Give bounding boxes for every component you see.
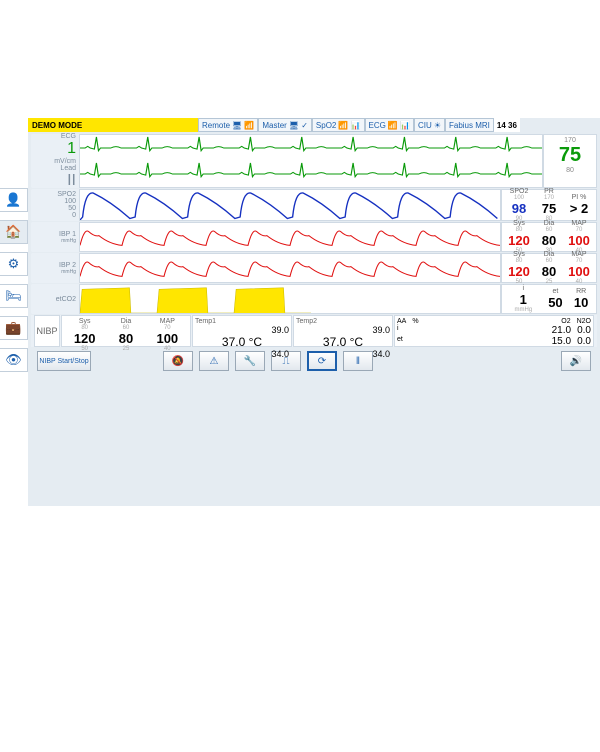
ecg-unit: mV/cm — [54, 158, 76, 165]
nav-case[interactable]: 💼 — [0, 316, 28, 340]
ibp2-map: 100 — [568, 264, 590, 279]
alarm-ack-button[interactable]: ⚠ — [199, 351, 229, 371]
gas-et-n2o: 0.0 — [577, 336, 591, 347]
top-bar: DEMO MODE Remote 🖥 📶 Master 🖥 ✓ SpO2 📶 📊… — [28, 118, 600, 132]
speaker-button[interactable]: 🔊 — [561, 351, 591, 371]
nibp-label: NIBP — [34, 315, 60, 347]
nav-settings[interactable]: ⚙ — [0, 252, 28, 276]
ibp1-label: IBP 1 — [59, 231, 76, 238]
etco2-waveform — [79, 284, 501, 314]
gas-et-o2: 15.0 — [552, 336, 571, 347]
seg-remote[interactable]: Remote 🖥 📶 — [198, 118, 258, 132]
nav-view[interactable]: 👁 — [0, 348, 28, 372]
ibp1-dia: 80 — [542, 233, 556, 248]
pr-val: 75 — [542, 201, 556, 216]
nibp-dia: 80 — [119, 331, 133, 346]
ibp2-dia: 80 — [542, 264, 556, 279]
seg-ecg[interactable]: ECG 📶 📊 — [365, 118, 415, 132]
gas-i-n2o: 0.0 — [577, 325, 591, 336]
nav-person[interactable]: 👤 — [0, 188, 28, 212]
etco2-et: 50 — [548, 295, 562, 310]
nav-bed[interactable]: 🛏 — [0, 284, 28, 308]
spo2-label: SPO2 — [57, 191, 76, 198]
ecg-waveform — [79, 134, 543, 188]
ibp2-label: IBP 2 — [59, 262, 76, 269]
config-button[interactable]: 🔧 — [235, 351, 265, 371]
ibp1-waveform — [79, 222, 501, 252]
pause-button[interactable]: ‖ — [343, 351, 373, 371]
cycle-button[interactable]: ⟳ — [307, 351, 337, 371]
seg-ciu[interactable]: CIU ☀ — [414, 118, 445, 132]
temp2-val: 37.0 °C — [323, 335, 363, 349]
ibp2-sys: 120 — [508, 264, 530, 279]
clock: 14 36 — [494, 118, 520, 132]
ecg-gain: 1 — [67, 140, 76, 158]
hr-value: 75 — [559, 144, 581, 167]
etco2-label: etCO2 — [56, 296, 76, 303]
nibp-sys: 120 — [74, 331, 96, 346]
etco2-rr: 10 — [574, 295, 588, 310]
ecg-lead-label: Lead — [60, 165, 76, 172]
demo-mode-label: DEMO MODE — [28, 118, 198, 132]
hr-hi: 170 — [564, 137, 576, 144]
seg-master[interactable]: Master 🖥 ✓ — [258, 118, 312, 132]
pi-val: > 2 — [570, 201, 588, 216]
temp1-label: Temp1 — [195, 318, 289, 325]
ecg-label: ECG — [61, 133, 76, 140]
seg-spo2[interactable]: SpO2 📶 📊 — [312, 118, 365, 132]
nibp-map: 100 — [156, 331, 178, 346]
ecg-lead: II — [67, 172, 76, 190]
nav-home[interactable]: 🏠 — [0, 220, 28, 244]
left-nav: 👤 🏠 ⚙ 🛏 💼 👁 — [0, 118, 28, 506]
spo2-val: 98 — [512, 201, 526, 216]
seg-fabius[interactable]: Fabius MRI — [445, 118, 494, 132]
ibp1-sys: 120 — [508, 233, 530, 248]
ibp2-waveform — [79, 253, 501, 283]
ibp1-map: 100 — [568, 233, 590, 248]
spo2-waveform — [79, 189, 501, 221]
temp2-label: Temp2 — [296, 318, 390, 325]
alarm-silence-button[interactable]: 🔕 — [163, 351, 193, 371]
temp1-val: 37.0 °C — [222, 335, 262, 349]
etco2-i: 1 — [520, 292, 527, 307]
gas-i-o2: 21.0 — [552, 325, 571, 336]
hr-lo: 80 — [566, 167, 574, 174]
nibp-startstop-button[interactable]: NIBP Start/Stop — [37, 351, 91, 371]
